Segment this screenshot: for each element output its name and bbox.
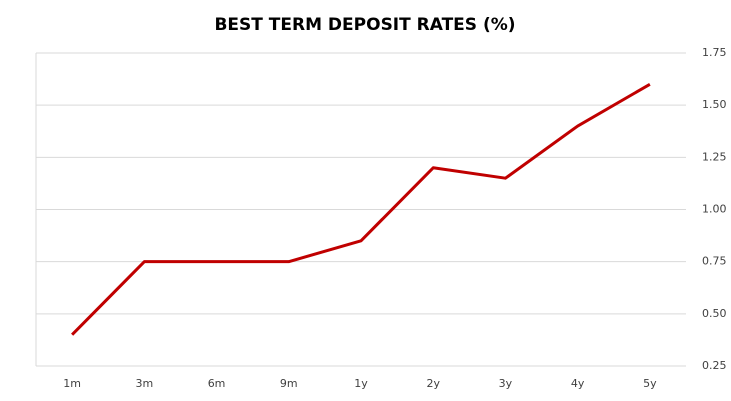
x-tick-label: 2y (426, 377, 440, 390)
y-tick-label: 1.50 (702, 98, 727, 111)
x-tick-label: 6m (208, 377, 226, 390)
x-tick-label: 5y (643, 377, 657, 390)
x-tick-label: 1y (354, 377, 368, 390)
y-tick-label: 0.50 (702, 307, 727, 320)
chart-title: BEST TERM DEPOSIT RATES (%) (214, 15, 515, 35)
y-tick-label: 1.25 (702, 150, 727, 163)
x-tick-label: 4y (571, 377, 585, 390)
y-tick-label: 0.25 (702, 359, 727, 372)
y-tick-label: 1.75 (702, 46, 727, 59)
y-tick-label: 1.00 (702, 203, 727, 216)
data-line (71, 83, 651, 336)
x-tick-label: 3m (135, 377, 153, 390)
x-tick-label: 1m (63, 377, 81, 390)
x-tick-label: 3y (499, 377, 513, 390)
y-tick-label: 0.75 (702, 255, 727, 268)
x-tick-label: 9m (280, 377, 298, 390)
